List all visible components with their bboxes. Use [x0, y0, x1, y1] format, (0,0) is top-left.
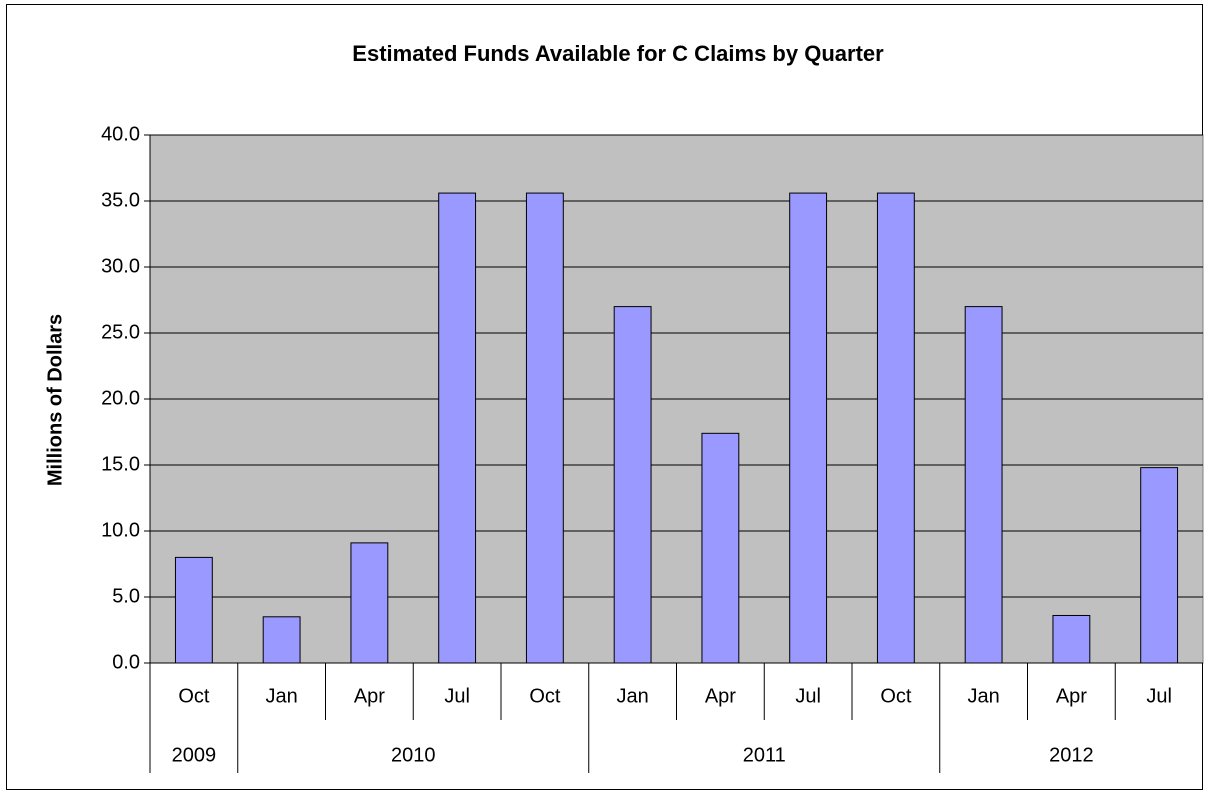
- x-tick-label: Jan: [968, 685, 1000, 707]
- bar: [525, 192, 564, 664]
- bar: [789, 192, 828, 664]
- x-group-label: 2010: [391, 744, 436, 766]
- y-tick-label: 0.0: [112, 651, 140, 673]
- y-tick-label: 40.0: [101, 123, 140, 145]
- y-tick-label: 15.0: [101, 453, 140, 475]
- y-tick-label: 5.0: [112, 585, 140, 607]
- y-tick-label: 25.0: [101, 321, 140, 343]
- x-tick-label: Apr: [354, 685, 385, 707]
- bar: [174, 556, 213, 664]
- x-tick-label: Oct: [178, 685, 210, 707]
- y-tick-label: 30.0: [101, 255, 140, 277]
- y-tick-label: 35.0: [101, 189, 140, 211]
- x-group-label: 2011: [743, 744, 786, 766]
- bar: [1052, 614, 1091, 664]
- x-tick-label: Jul: [1146, 685, 1172, 707]
- x-tick-label: Oct: [880, 685, 912, 707]
- x-tick-label: Jul: [444, 685, 470, 707]
- bar: [350, 542, 389, 664]
- x-group-label: 2009: [172, 744, 217, 766]
- x-group-label: 2012: [1049, 744, 1094, 766]
- bar: [613, 306, 652, 664]
- bar: [876, 192, 915, 664]
- x-tick-label: Apr: [705, 685, 736, 707]
- y-axis-title: Millions of Dollars: [44, 314, 66, 486]
- x-tick-label: Apr: [1056, 685, 1087, 707]
- bar: [1140, 467, 1179, 664]
- chart-title: Estimated Funds Available for C Claims b…: [352, 41, 884, 66]
- x-tick-label: Jan: [617, 685, 649, 707]
- bar: [438, 192, 477, 664]
- y-tick-label: 10.0: [101, 519, 140, 541]
- bar: [964, 306, 1003, 664]
- bar: [701, 432, 740, 664]
- y-tick-label: 20.0: [101, 387, 140, 409]
- bar: [262, 616, 301, 664]
- x-tick-label: Jan: [266, 685, 298, 707]
- x-tick-label: Oct: [529, 685, 561, 707]
- x-tick-label: Jul: [795, 685, 821, 707]
